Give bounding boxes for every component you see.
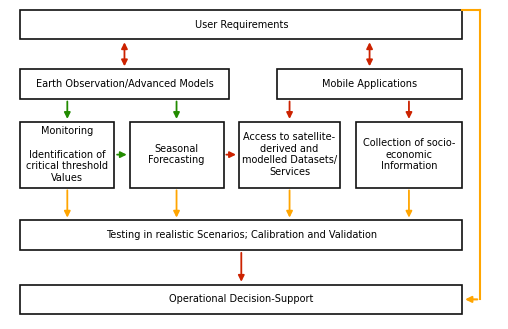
Text: User Requirements: User Requirements: [195, 20, 288, 30]
Text: Mobile Applications: Mobile Applications: [322, 79, 417, 89]
Text: Testing in realistic Scenarios; Calibration and Validation: Testing in realistic Scenarios; Calibrat…: [106, 230, 377, 240]
FancyBboxPatch shape: [356, 122, 462, 188]
Text: Monitoring

Identification of
critical threshold
Values: Monitoring Identification of critical th…: [26, 126, 108, 183]
FancyBboxPatch shape: [20, 285, 462, 314]
FancyBboxPatch shape: [277, 69, 462, 99]
FancyBboxPatch shape: [130, 122, 224, 188]
Text: Collection of socio-
economic
Information: Collection of socio- economic Informatio…: [363, 138, 455, 171]
FancyBboxPatch shape: [20, 122, 114, 188]
Text: Earth Observation/Advanced Models: Earth Observation/Advanced Models: [36, 79, 213, 89]
FancyBboxPatch shape: [239, 122, 340, 188]
Text: Operational Decision-Support: Operational Decision-Support: [169, 294, 313, 304]
Text: Seasonal
Forecasting: Seasonal Forecasting: [148, 144, 205, 165]
FancyBboxPatch shape: [20, 69, 229, 99]
FancyBboxPatch shape: [20, 10, 462, 39]
Text: Access to satellite-
derived and
modelled Datasets/
Services: Access to satellite- derived and modelle…: [242, 132, 337, 177]
FancyBboxPatch shape: [20, 220, 462, 250]
